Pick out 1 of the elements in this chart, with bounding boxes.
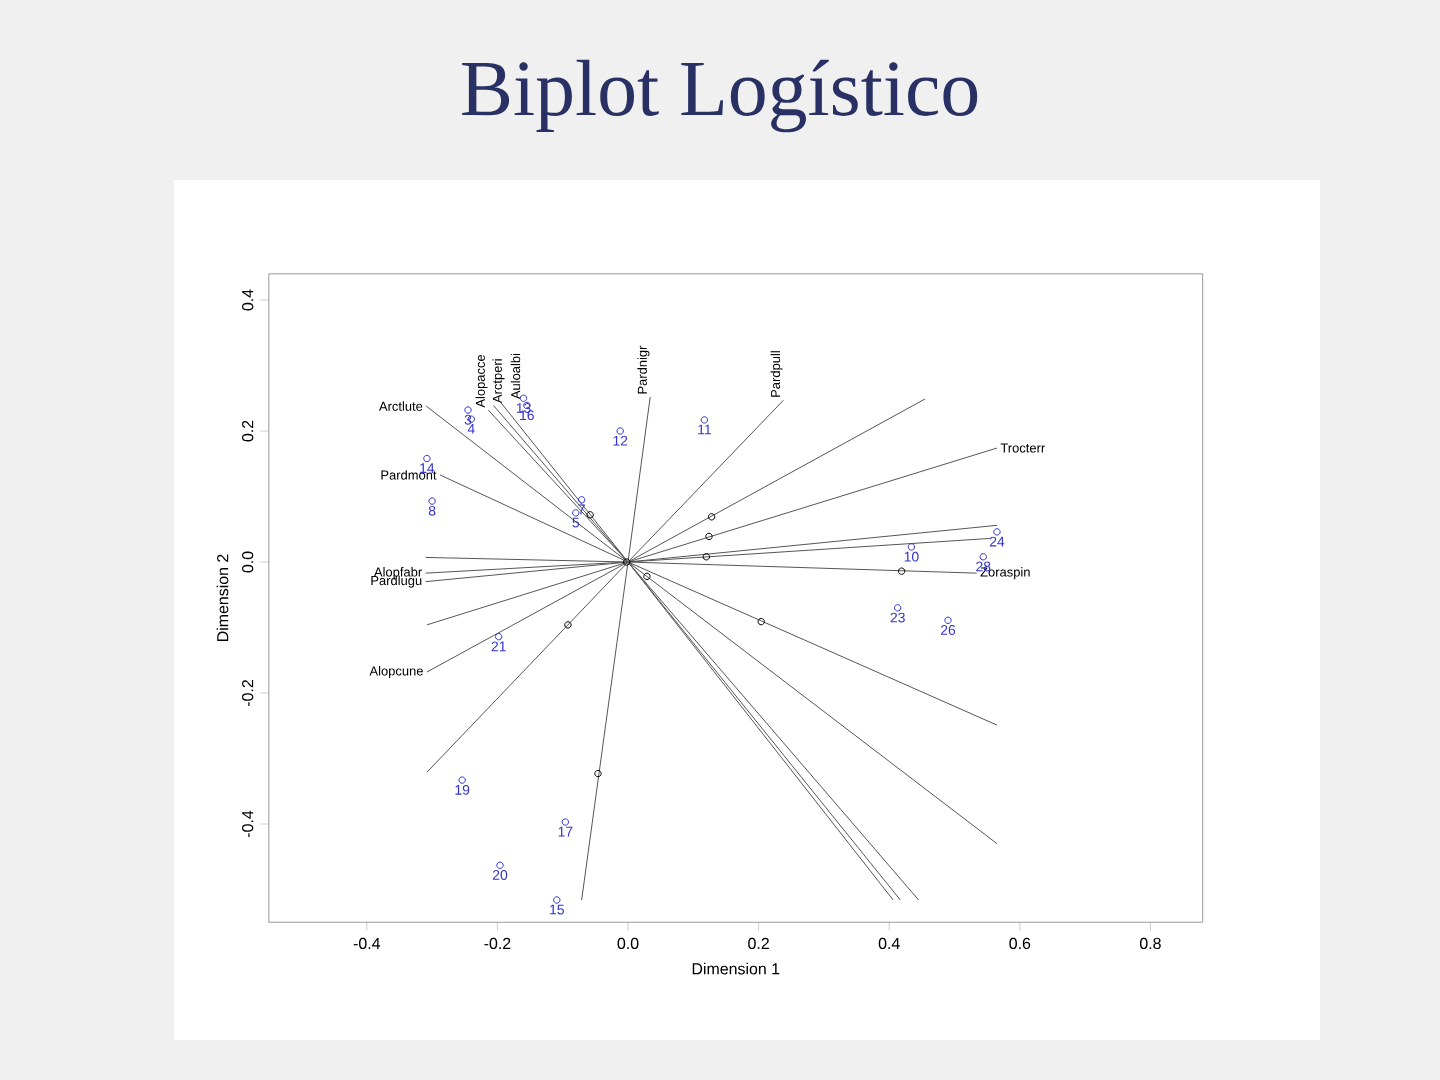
chart-title: Biplot Logístico <box>462 59 978 133</box>
